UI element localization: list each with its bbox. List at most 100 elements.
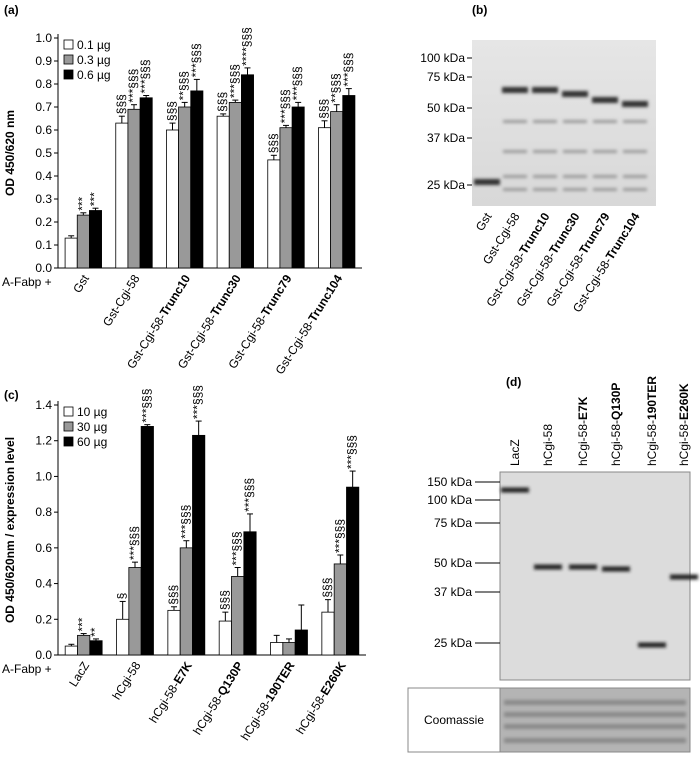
bar: [279, 127, 293, 269]
gel-band: [593, 175, 617, 178]
bar: [321, 611, 335, 656]
bar: [291, 106, 305, 269]
gel-band: [569, 564, 597, 570]
bar: [167, 609, 181, 656]
x-tick-label: hCgi-58-190TER: [238, 659, 298, 743]
bar: [218, 620, 232, 656]
bar: [294, 629, 308, 656]
marker-label: 37 kDa: [427, 131, 465, 145]
y-tick-label: 0.3: [35, 192, 52, 206]
panel-label: (a): [4, 3, 19, 17]
marker-label: 75 kDa: [434, 516, 472, 530]
bar: [231, 576, 245, 656]
x-tick-label: hCgi-58-E7K: [146, 659, 195, 726]
legend-label: 0.6 µg: [77, 68, 111, 82]
gel-band: [533, 188, 557, 191]
legend-swatch: [63, 421, 74, 432]
bar: [241, 74, 254, 269]
gel-band: [533, 150, 557, 153]
significance-label: ***§§§: [139, 389, 153, 423]
x-tick-label: hCgi-58: [109, 659, 143, 702]
bar: [243, 531, 257, 656]
loading-band: [504, 712, 686, 717]
legend-label: 0.3 µg: [77, 53, 111, 67]
marker-label: 37 kDa: [434, 585, 472, 599]
significance-label: **: [88, 627, 102, 637]
significance-label: §§§: [165, 101, 179, 121]
marker-label: 100 kDa: [420, 51, 465, 65]
bar: [139, 97, 153, 269]
significance-label: ***§§§: [227, 64, 241, 98]
y-tick-label: 1.0: [35, 469, 52, 483]
gel-band: [503, 150, 527, 153]
gel-band: [563, 188, 587, 191]
significance-label: §§§: [114, 94, 128, 114]
lane-label: hCgi-58-190TER: [645, 376, 659, 466]
bar: [127, 108, 141, 269]
lane-label: hCgi-58: [541, 424, 555, 466]
gel-band: [638, 642, 666, 648]
loading-band: [504, 700, 686, 705]
bar: [115, 122, 129, 269]
y-tick-label: 0.0: [35, 648, 52, 662]
y-axis-title: OD 450/620nm / expression level: [3, 437, 17, 623]
gel-band: [592, 97, 618, 103]
bar: [116, 618, 130, 656]
bar: [140, 426, 154, 656]
gel-band: [593, 120, 617, 123]
gel-band: [670, 574, 698, 580]
legend-swatch: [63, 54, 74, 65]
gel-band: [623, 175, 647, 178]
significance-label: ***§§§: [178, 505, 192, 539]
label-box: [407, 687, 501, 753]
bar: [318, 127, 331, 269]
gel-band: [503, 188, 527, 191]
bar: [216, 115, 230, 269]
y-tick-label: 0.2: [35, 612, 52, 626]
significance-label: §§§: [215, 92, 229, 112]
loading-label: Coomassie: [424, 713, 484, 727]
gel-band: [503, 120, 527, 123]
gel-band: [593, 150, 617, 153]
panel-label: (d): [506, 375, 521, 389]
group-label: A-Fabp +: [2, 275, 52, 289]
bar: [77, 634, 91, 656]
significance-label: §§§: [317, 99, 331, 119]
significance-label: ***§§§: [278, 89, 292, 123]
marker-label: 150 kDa: [427, 475, 472, 489]
legend-label: 30 µg: [77, 420, 107, 434]
bar: [192, 434, 206, 656]
marker-label: 50 kDa: [427, 101, 465, 115]
y-tick-label: 0.6: [35, 123, 52, 137]
significance-label: §§§: [266, 133, 280, 153]
significance-label: ***§§§: [242, 478, 256, 512]
legend-swatch: [63, 39, 74, 50]
gel-band: [563, 120, 587, 123]
loading-band: [504, 738, 686, 743]
x-tick-label: Gst: [70, 272, 92, 296]
gel-band: [533, 120, 557, 123]
panel-label: (c): [4, 388, 19, 402]
marker-label: 25 kDa: [427, 178, 465, 192]
gel-band: [602, 566, 630, 572]
legend-label: 0.1 µg: [77, 38, 111, 52]
marker-label: 50 kDa: [434, 556, 472, 570]
significance-label: ***§§§: [126, 69, 140, 103]
gel-band: [502, 87, 528, 93]
y-tick-label: 0.1: [35, 238, 52, 252]
gel-image: [499, 471, 691, 681]
y-tick-label: 0.4: [35, 577, 52, 591]
marker-label: 25 kDa: [434, 636, 472, 650]
significance-label: ***§§§: [127, 526, 141, 560]
lane-label: hCgi-58-E7K: [576, 396, 590, 466]
x-tick-label: LacZ: [66, 659, 92, 689]
gel-band: [622, 101, 648, 107]
bar: [89, 210, 102, 269]
y-tick-label: 0.0: [35, 261, 52, 275]
y-tick-label: 1.2: [35, 434, 52, 448]
gel-band: [562, 91, 588, 97]
significance-label: §§§: [166, 585, 180, 605]
x-tick-label: hCgi-58-E260K: [293, 659, 349, 737]
bar: [89, 640, 103, 656]
